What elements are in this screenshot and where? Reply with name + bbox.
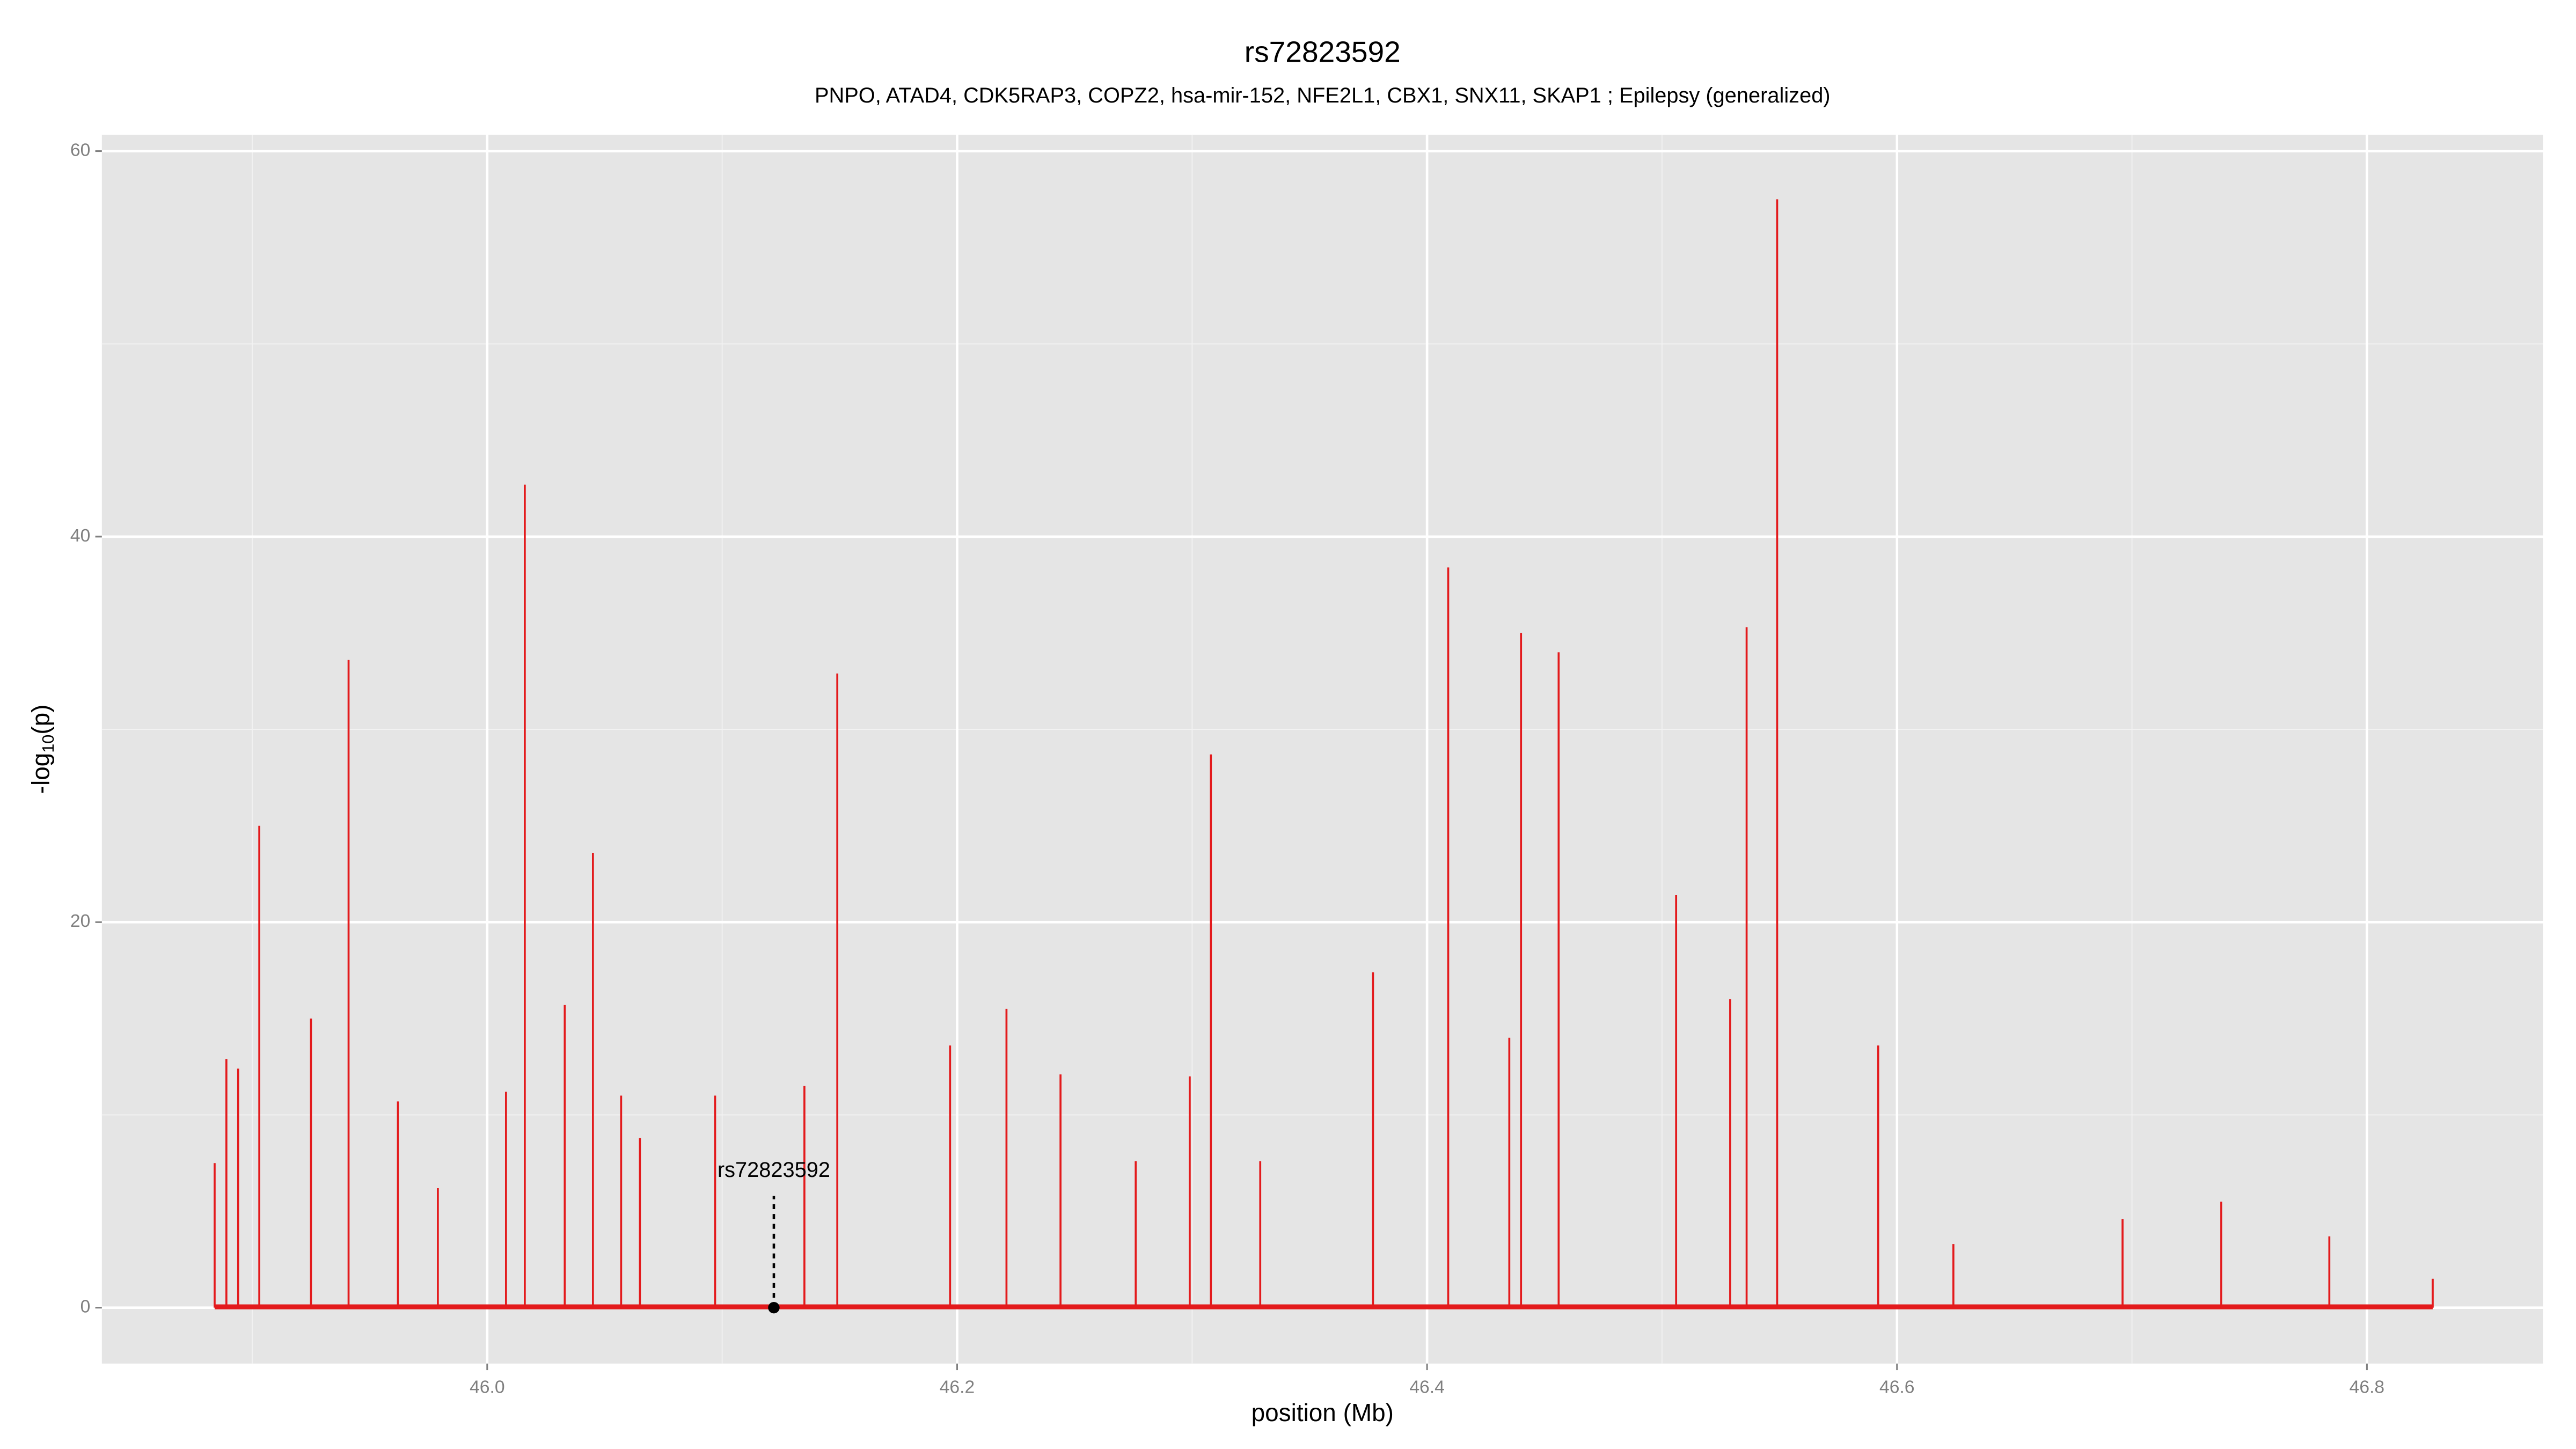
y-tick-label: 40 (70, 526, 90, 546)
x-tick-label: 46.6 (1879, 1378, 1915, 1397)
x-tick-label: 46.4 (1409, 1378, 1445, 1397)
plot-panel (101, 135, 2543, 1364)
y-tick-label: 20 (70, 911, 90, 931)
x-tick-label: 46.2 (940, 1378, 975, 1397)
x-tick-label: 46.8 (2350, 1378, 2385, 1397)
x-axis-label: position (Mb) (1252, 1399, 1394, 1426)
y-tick-label: 0 (80, 1297, 91, 1317)
annotation-label: rs72823592 (718, 1158, 830, 1182)
baseline-band (214, 1304, 2433, 1309)
y-label-part: -log (27, 753, 55, 794)
y-tick-label: 60 (70, 140, 90, 160)
y-axis-label: -log10(p) (27, 705, 57, 794)
y-label-part: (p) (27, 705, 55, 735)
chart-title: rs72823592 (1245, 35, 1401, 69)
annotation-point (768, 1301, 780, 1314)
y-label-sub: 10 (39, 735, 57, 753)
x-tick-label: 46.0 (470, 1378, 505, 1397)
chart-subtitle: PNPO, ATAD4, CDK5RAP3, COPZ2, hsa-mir-15… (815, 84, 1831, 107)
